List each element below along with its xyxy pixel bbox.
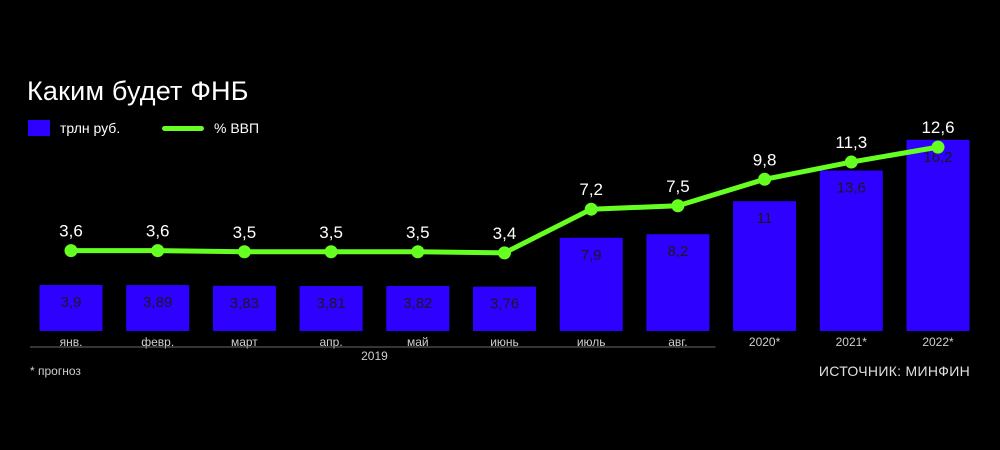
bar-value-label: 3,81	[316, 295, 345, 312]
x-tick-label: янв.	[60, 335, 83, 349]
line-point	[758, 172, 772, 186]
group-label-2019: 2019	[361, 349, 388, 363]
x-tick-label: май	[407, 335, 429, 349]
bar-value-label: 16,2	[923, 149, 952, 166]
line-value-label: 12,6	[921, 118, 954, 137]
chart-title: Каким будет ФНБ	[27, 76, 249, 106]
line-value-label: 3,6	[146, 222, 170, 241]
line-point	[151, 244, 165, 258]
line-value-label: 7,2	[579, 180, 603, 199]
source-note: ИСТОЧНИК: МИНФИН	[818, 363, 970, 379]
legend-swatch-bar	[28, 120, 50, 136]
x-tick-label: июль	[577, 335, 606, 349]
line-value-label: 3,5	[406, 223, 430, 242]
bar-value-label: 8,2	[667, 243, 688, 260]
bar	[819, 170, 883, 331]
x-tick-label: 2020*	[749, 335, 781, 349]
x-tick-label: февр.	[141, 335, 174, 349]
line-point	[237, 245, 251, 259]
line-point	[324, 245, 338, 259]
x-tick-label: 2022*	[922, 335, 954, 349]
line-point	[931, 140, 945, 154]
legend-label-line: % ВВП	[214, 120, 260, 136]
bar	[39, 284, 103, 331]
line-value-label: 3,4	[493, 224, 517, 243]
x-tick-label: апр.	[320, 335, 343, 349]
bar	[733, 201, 797, 331]
bar-value-label: 3,9	[61, 294, 82, 311]
line-value-label: 3,6	[59, 222, 83, 241]
bar	[473, 286, 536, 331]
bar	[646, 234, 710, 331]
line-point	[64, 244, 78, 258]
line-value-label: 7,5	[666, 177, 690, 196]
bar-value-label: 3,76	[490, 296, 519, 313]
line-value-label: 3,5	[233, 223, 257, 242]
legend-item-line: % ВВП	[162, 120, 259, 136]
legend-label-bars: трлн руб.	[60, 120, 121, 136]
legend-swatch-line	[162, 125, 204, 131]
x-tick-label: 2021*	[836, 335, 868, 349]
line-value-label: 3,5	[319, 223, 343, 242]
x-tick-label: авг.	[668, 335, 687, 349]
legend-item-bars: трлн руб.	[28, 120, 120, 136]
bar	[126, 285, 190, 331]
bar-value-label: 11	[757, 210, 773, 227]
line-point	[498, 246, 511, 260]
bar	[299, 286, 363, 331]
line-point	[584, 202, 598, 216]
line-value-label: 9,8	[753, 150, 777, 169]
line-point	[411, 245, 425, 259]
bar-value-label: 7,9	[581, 247, 602, 264]
bar	[386, 285, 450, 331]
line-point	[844, 155, 858, 169]
bar	[906, 139, 970, 331]
line-point	[671, 199, 685, 213]
bar-value-label: 3,83	[230, 295, 259, 312]
bar	[559, 237, 623, 331]
x-tick-label: март	[231, 335, 258, 349]
x-tick-label: июнь	[490, 335, 519, 349]
bar	[212, 285, 276, 331]
forecast-footnote: * прогноз	[30, 364, 81, 378]
bar-value-label: 3,89	[143, 294, 172, 311]
bar-value-label: 3,82	[403, 295, 432, 312]
bar-value-label: 13,6	[837, 180, 866, 197]
line-value-label: 11,3	[835, 133, 867, 152]
